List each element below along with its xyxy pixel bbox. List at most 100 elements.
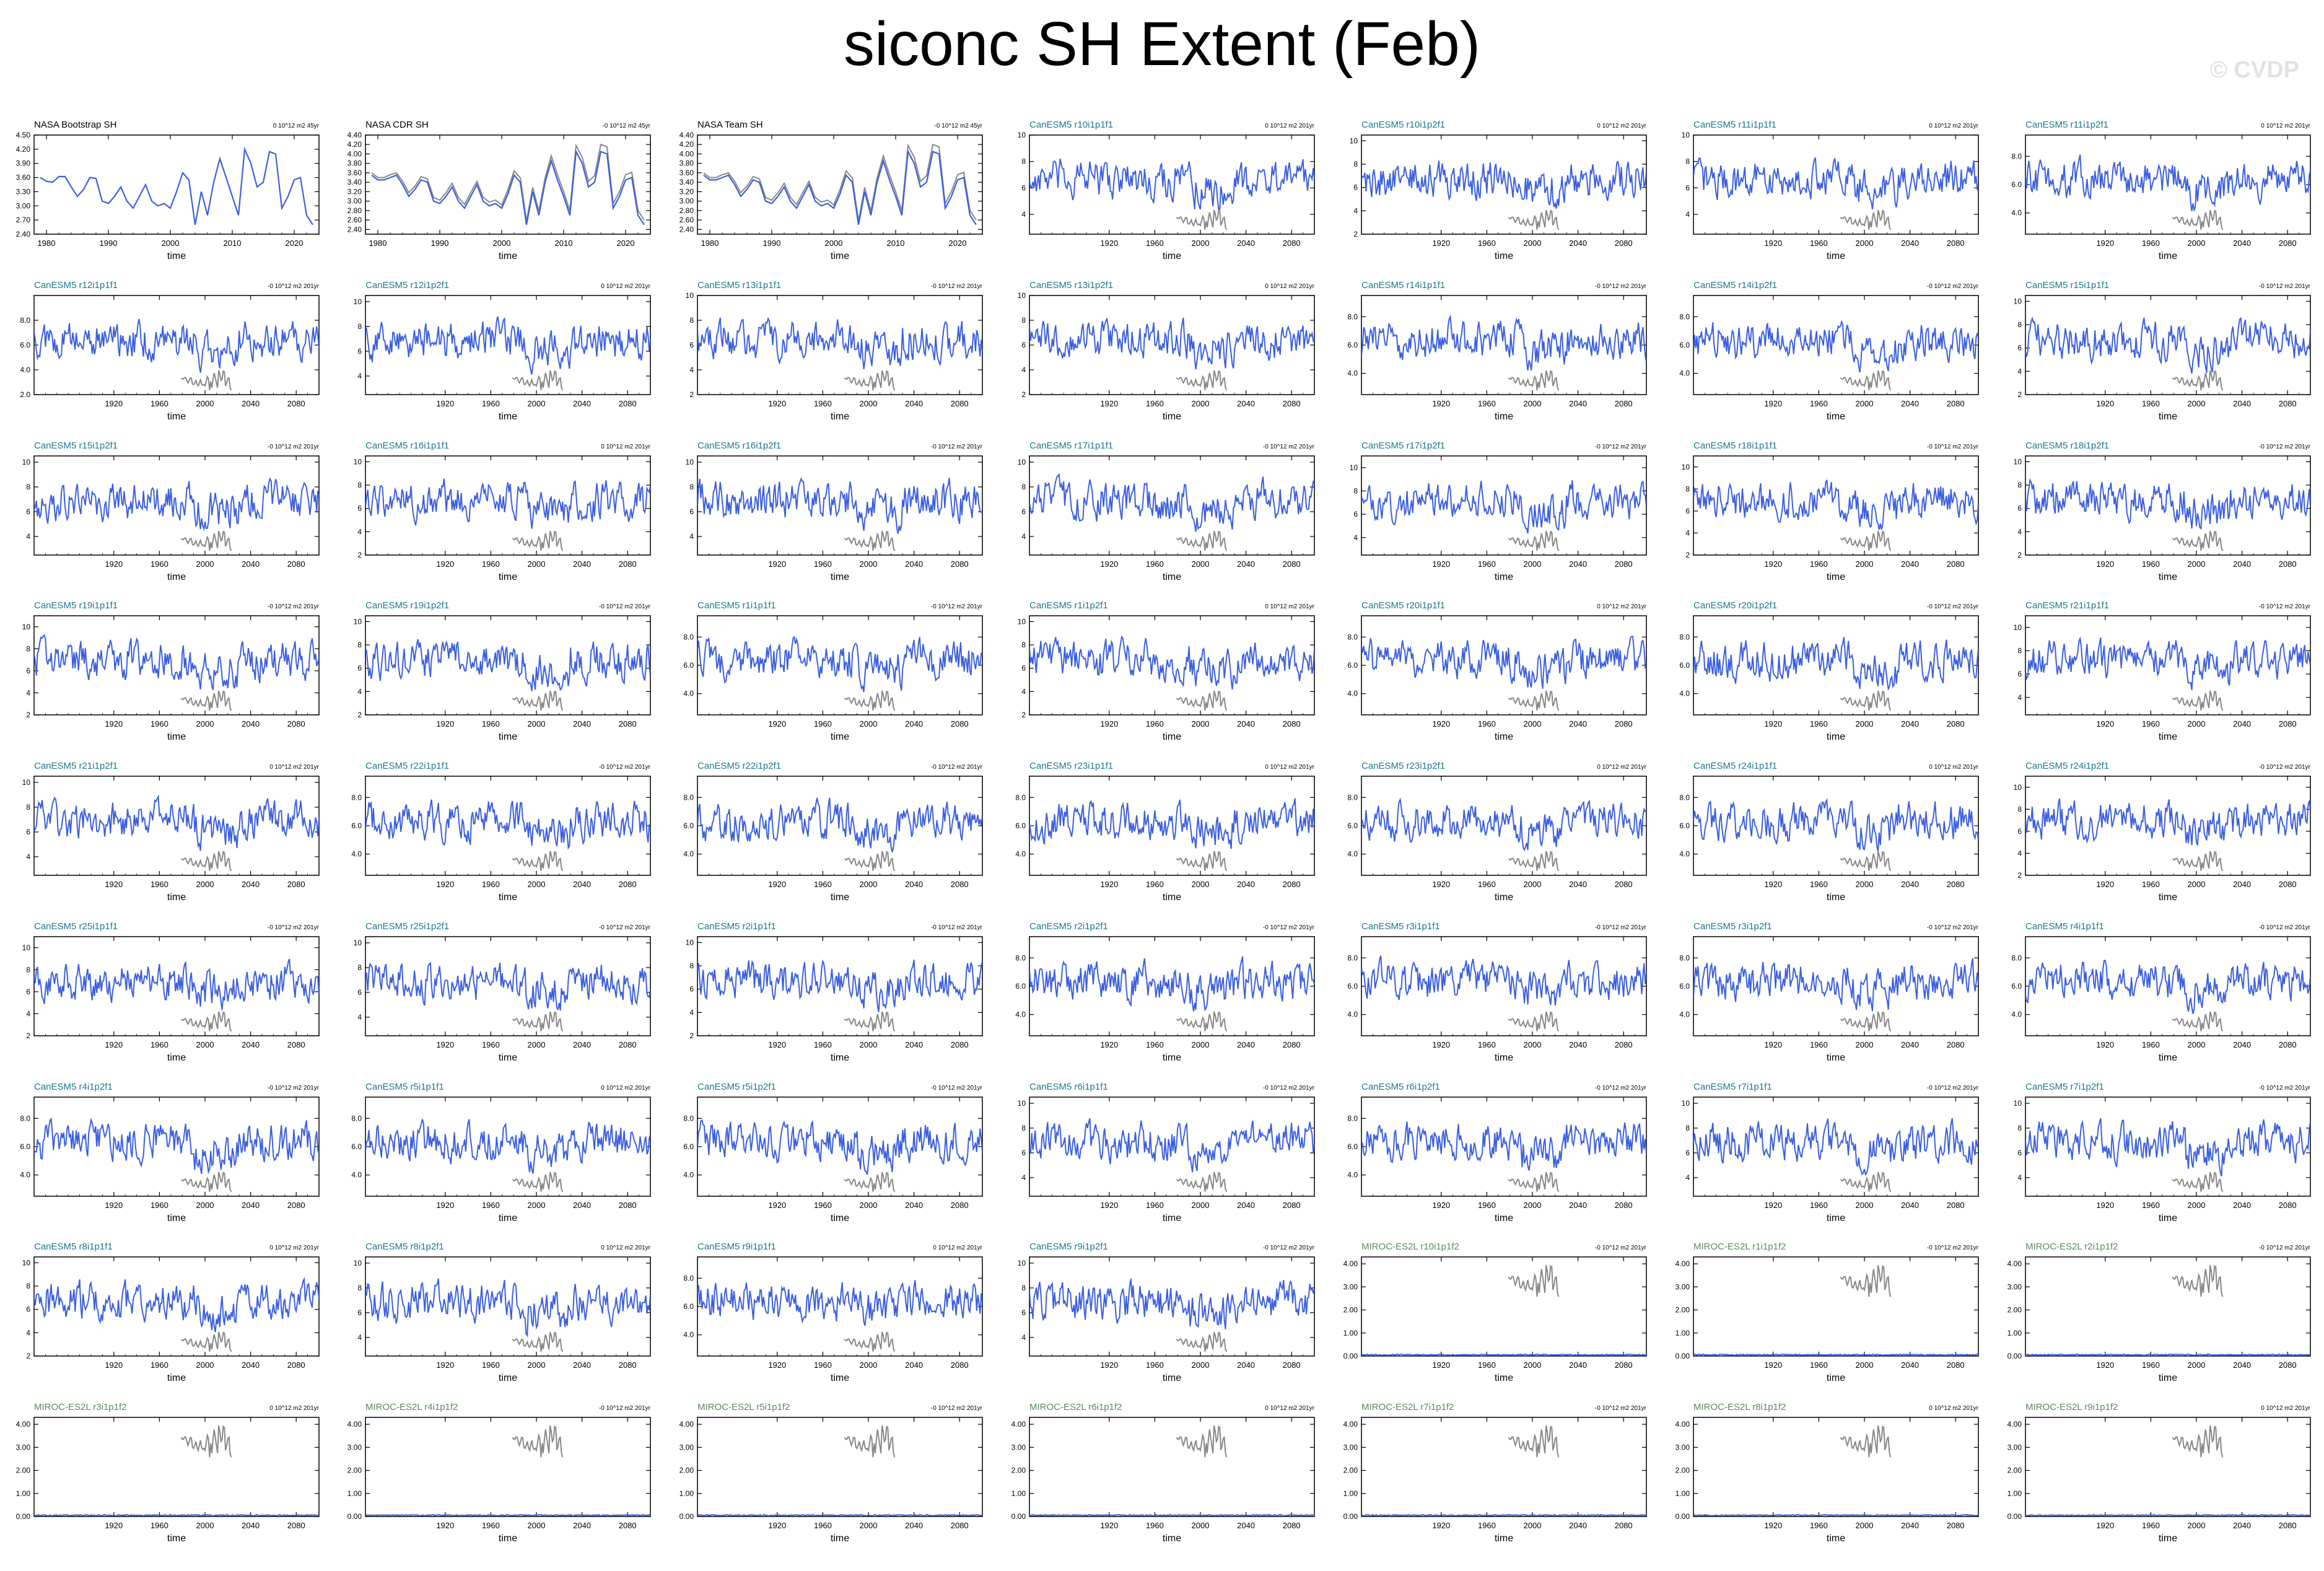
y-tick-label: 4	[357, 1013, 362, 1022]
panel-frame	[365, 134, 651, 235]
y-tick-label: 8	[357, 963, 362, 972]
y-tick-label: 2	[2017, 871, 2022, 880]
panel-trend: -0 10^12 m2 201yr	[931, 283, 983, 290]
panel-52: CanESM5 r9i1p1f1 0 10^12 m2 201yr 1920 1960…	[683, 1241, 983, 1383]
y-tick-label: 3.00	[347, 1443, 362, 1451]
x-tick-label: 2010	[555, 238, 573, 248]
panel-plot	[2025, 1118, 2310, 1192]
x-tick-label: 2000	[1524, 399, 1542, 408]
panel-title: CanESM5 r22i1p2f1	[697, 761, 781, 771]
x-tick-label: 2000	[162, 238, 180, 248]
x-tick-label: 1920	[436, 559, 454, 569]
x-tick-label: 2080	[1947, 719, 1965, 729]
obs-overlay-line	[1840, 690, 1892, 711]
panel-plot	[697, 477, 982, 551]
x-axis-label: time	[1163, 251, 1181, 261]
y-tick-label: 4.00	[1011, 1420, 1026, 1429]
panel-22: CanESM5 r19i1p1f1 -0 10^12 m2 201yr 1920 19…	[22, 600, 320, 742]
y-tick-label: 10	[1350, 463, 1358, 472]
x-tick-label: 1960	[151, 1201, 168, 1210]
panel-trend: -0 10^12 m2 201yr	[1927, 1245, 1979, 1251]
panel-trend: 0 10^12 m2 201yr	[269, 764, 319, 771]
x-axis-label: time	[2159, 251, 2177, 261]
x-tick-label: 1960	[2142, 1521, 2160, 1530]
panel-plot	[2025, 799, 2310, 872]
obs-overlay-line	[2172, 1264, 2224, 1297]
obs-overlay-line	[1840, 370, 1892, 391]
obs-line	[703, 143, 977, 221]
series-line	[34, 1513, 319, 1516]
y-tick-label: 0.00	[2007, 1352, 2022, 1360]
panel-trend: -0 10^12 m2 201yr	[1927, 603, 1979, 610]
x-tick-label: 1920	[436, 399, 454, 408]
y-tick-label: 0.00	[1343, 1352, 1358, 1360]
x-tick-label: 2080	[1615, 1040, 1633, 1049]
y-tick-label: 0.00	[679, 1512, 694, 1521]
x-tick-label: 1960	[1146, 1201, 1164, 1210]
x-tick-label: 1960	[2142, 719, 2160, 729]
x-tick-label: 2000	[528, 399, 546, 408]
y-tick-label: 6	[357, 504, 362, 513]
y-tick-label: 8.0	[683, 1114, 694, 1122]
x-tick-label: 1920	[1764, 238, 1782, 248]
y-tick-label: 8	[357, 641, 362, 649]
panel-plot	[1361, 1264, 1646, 1356]
series-line	[2025, 1513, 2310, 1516]
y-tick-label: 2.00	[16, 1466, 31, 1475]
series-line	[1693, 958, 1978, 1012]
y-tick-label: 8	[26, 965, 30, 974]
panel-title: CanESM5 r14i1p2f1	[1693, 280, 1777, 291]
series-line	[1361, 797, 1646, 852]
obs-overlay-line	[2172, 370, 2224, 391]
obs-overlay-line	[844, 370, 896, 391]
x-tick-label: 1960	[814, 1201, 832, 1210]
panel-title: MIROC-ES2L r1i1p1f2	[1693, 1241, 1786, 1252]
x-tick-label: 2080	[619, 1360, 637, 1370]
y-tick-label: 4.00	[1675, 1259, 1690, 1268]
x-tick-label: 1960	[1810, 559, 1828, 569]
panel-trend: -0 10^12 m2 201yr	[599, 1405, 651, 1412]
panel-27: CanESM5 r20i1p2f1 -0 10^12 m2 201yr 1920 19…	[1679, 600, 1979, 742]
series-line	[365, 799, 650, 850]
y-tick-label: 8	[1353, 486, 1358, 495]
series-line	[1693, 1118, 1978, 1176]
y-tick-label: 10	[2014, 623, 2022, 632]
x-tick-label: 2000	[2188, 1040, 2206, 1049]
panel-trend: -0 10^12 m2 201yr	[1927, 283, 1979, 290]
obs-overlay-line	[1840, 209, 1892, 230]
series-line	[1029, 956, 1314, 1012]
x-tick-label: 2040	[1569, 1360, 1587, 1370]
y-tick-label: 4.00	[1343, 1420, 1358, 1429]
x-axis-label: time	[167, 572, 186, 582]
x-tick-label: 1920	[1100, 559, 1118, 569]
series-line	[697, 1280, 982, 1326]
x-tick-label: 2040	[1901, 880, 1919, 889]
x-tick-label: 1920	[1764, 719, 1782, 729]
y-tick-label: 8	[1021, 157, 1026, 166]
obs-overlay-line	[180, 370, 232, 391]
obs-overlay-line	[1840, 1264, 1892, 1297]
x-tick-label: 2080	[619, 880, 637, 889]
series-line	[365, 316, 650, 375]
x-tick-label: 2080	[2279, 399, 2297, 408]
x-tick-label: 1960	[151, 1521, 168, 1530]
x-tick-label: 2000	[860, 880, 878, 889]
x-tick-label: 2000	[860, 1040, 878, 1049]
panel-title: CanESM5 r1i1p1f1	[697, 600, 776, 611]
panel-title: CanESM5 r23i1p1f1	[1029, 761, 1113, 771]
y-tick-label: 2.00	[679, 1466, 694, 1475]
panel-title: CanESM5 r3i1p2f1	[1693, 921, 1772, 932]
y-tick-label: 2.00	[2007, 1306, 2022, 1315]
panel-plot	[1361, 1425, 1646, 1516]
panel-title: CanESM5 r16i1p2f1	[697, 440, 781, 451]
x-tick-label: 2000	[196, 559, 214, 569]
x-tick-label: 2000	[2188, 1521, 2206, 1530]
series-line	[1029, 1513, 1314, 1516]
series-line	[1029, 798, 1314, 849]
x-tick-label: 2040	[2233, 1040, 2251, 1049]
y-tick-label: 10	[1018, 291, 1026, 300]
panel-frame	[1029, 134, 1315, 235]
x-tick-label: 1960	[151, 880, 168, 889]
panel-trend: -0 10^12 m2 45yr	[602, 123, 650, 129]
panel-frame	[365, 776, 651, 876]
